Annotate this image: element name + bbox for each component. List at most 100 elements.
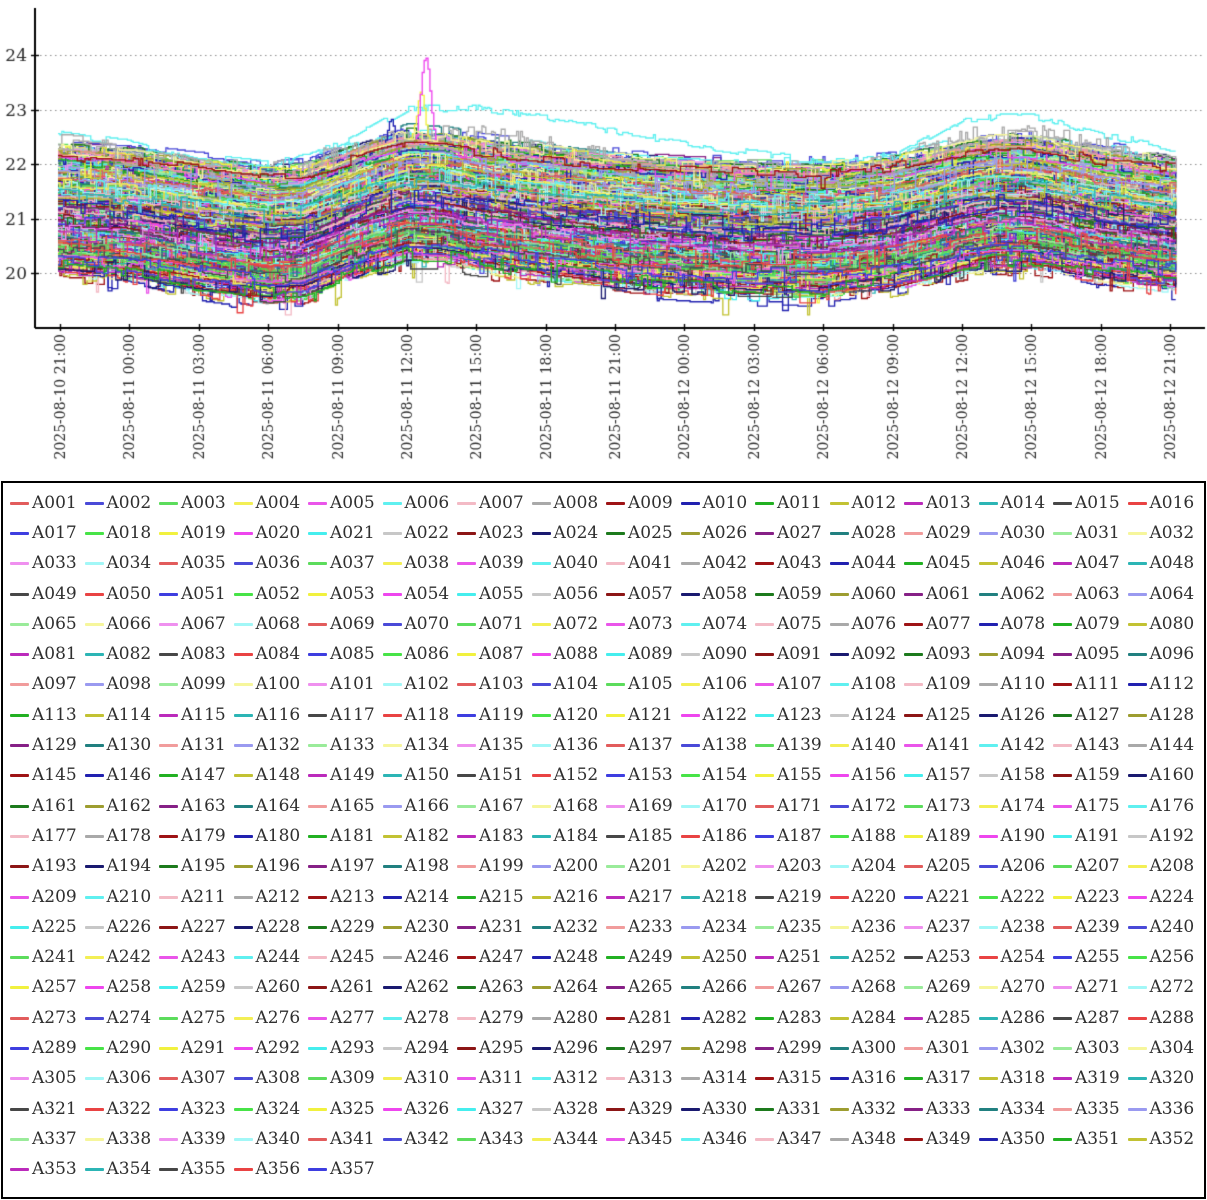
series-color-swatch (1053, 865, 1072, 869)
series-color-swatch (531, 653, 551, 657)
series-label: A021 (330, 522, 375, 543)
series-color-swatch (829, 713, 849, 717)
series-color-swatch (755, 622, 774, 626)
series-label: A286 (1000, 1007, 1046, 1028)
legend-item: A262 (382, 973, 458, 1003)
series-color-swatch (382, 562, 402, 566)
legend-item: A320 (1127, 1064, 1203, 1094)
series-label: A294 (404, 1037, 450, 1058)
series-label: A004 (255, 492, 301, 513)
series-label: A154 (702, 765, 748, 786)
series-label: A168 (553, 795, 599, 816)
legend-item: A119 (457, 700, 532, 730)
series-label: A057 (628, 583, 673, 604)
series-color-swatch (382, 531, 402, 535)
series-label: A257 (32, 977, 77, 998)
series-label: A125 (926, 704, 971, 725)
series-label: A173 (926, 795, 971, 816)
series-label: A224 (1149, 886, 1195, 907)
legend-item: A098 (84, 670, 160, 700)
legend-item: A036 (233, 549, 309, 579)
legend-item: A327 (457, 1094, 532, 1124)
series-label: A184 (553, 825, 599, 846)
series-color-swatch (978, 562, 998, 566)
legend-item: A059 (755, 579, 830, 609)
series-label: A062 (1000, 583, 1046, 604)
series-color-swatch (308, 986, 327, 990)
legend-item: A248 (531, 942, 607, 972)
series-label: A197 (330, 856, 375, 877)
series-color-swatch (84, 986, 104, 990)
series-label: A138 (702, 735, 748, 756)
series-label: A120 (553, 704, 599, 725)
series-label: A319 (1075, 1068, 1120, 1089)
series-color-swatch (84, 804, 104, 808)
series-label: A121 (628, 704, 673, 725)
series-color-swatch (1053, 713, 1072, 717)
series-color-swatch (606, 1046, 625, 1050)
series-label: A221 (926, 886, 971, 907)
legend-item: A096 (1127, 639, 1203, 669)
series-color-swatch (755, 562, 774, 566)
legend-item: A052 (233, 579, 309, 609)
legend-item: A215 (457, 882, 532, 912)
legend-item: A069 (308, 609, 383, 639)
series-color-swatch (457, 562, 476, 566)
series-label: A202 (702, 856, 748, 877)
legend-item: A063 (1053, 579, 1128, 609)
series-color-swatch (1127, 774, 1147, 778)
legend-item: A149 (308, 761, 383, 791)
series-color-swatch (10, 1077, 29, 1081)
legend-item: A272 (1127, 973, 1203, 1003)
series-color-swatch (531, 592, 551, 596)
series-label: A162 (106, 795, 152, 816)
series-color-swatch (606, 501, 625, 505)
legend-item: A345 (606, 1124, 681, 1154)
legend-item: A074 (680, 609, 756, 639)
series-label: A133 (330, 735, 375, 756)
series-color-swatch (978, 925, 998, 929)
series-color-swatch (308, 744, 327, 748)
series-label: A194 (106, 856, 152, 877)
series-label: A270 (1000, 977, 1046, 998)
series-color-swatch (457, 1107, 476, 1111)
series-label: A233 (628, 916, 673, 937)
legend-item: A193 (10, 852, 85, 882)
series-color-swatch (606, 1107, 625, 1111)
legend-item: A330 (680, 1094, 756, 1124)
legend-item: A318 (978, 1064, 1054, 1094)
legend-item: A264 (531, 973, 607, 1003)
legend-item: A270 (978, 973, 1054, 1003)
series-label: A249 (628, 947, 673, 968)
series-color-swatch (457, 1046, 476, 1050)
series-label: A216 (553, 886, 599, 907)
series-color-swatch (10, 1016, 29, 1020)
series-label: A013 (926, 492, 971, 513)
legend-item: A111 (1053, 670, 1128, 700)
legend-item: A289 (10, 1033, 85, 1063)
legend-item: A082 (84, 639, 160, 669)
series-label: A025 (628, 522, 673, 543)
series-label: A105 (628, 674, 673, 695)
legend-item: A013 (904, 488, 979, 518)
series-color-swatch (904, 956, 923, 960)
series-label: A254 (1000, 947, 1046, 968)
legend-item: A068 (233, 609, 309, 639)
series-label: A351 (1075, 1128, 1120, 1149)
series-color-swatch (680, 683, 700, 687)
series-label: A170 (702, 795, 748, 816)
series-color-swatch (680, 1077, 700, 1081)
series-label: A237 (926, 916, 971, 937)
series-color-swatch (680, 592, 700, 596)
legend-item: A185 (606, 821, 681, 851)
series-color-swatch (10, 683, 29, 687)
series-label: A130 (106, 735, 152, 756)
series-label: A073 (628, 613, 673, 634)
series-label: A278 (404, 1007, 450, 1028)
legend-item: A342 (382, 1124, 458, 1154)
series-label: A269 (926, 977, 971, 998)
legend-item: A338 (84, 1124, 160, 1154)
legend-item: A040 (531, 549, 607, 579)
series-color-swatch (829, 592, 849, 596)
series-color-swatch (755, 834, 774, 838)
